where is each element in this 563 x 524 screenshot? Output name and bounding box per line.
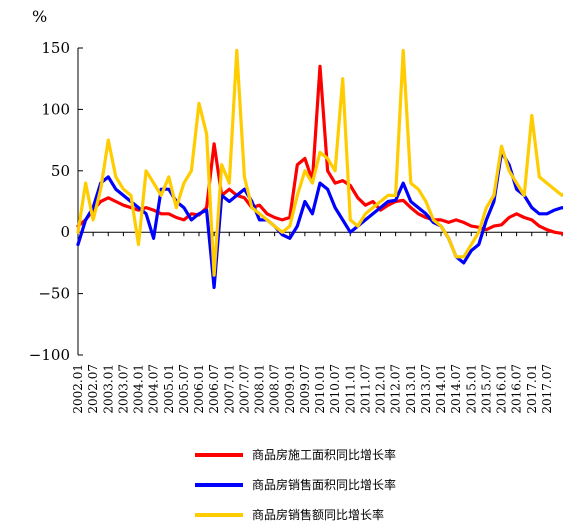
- x-tick-label: 2005.01: [162, 364, 176, 414]
- series-layer: [76, 48, 563, 290]
- y-tick-label: −100: [29, 346, 70, 364]
- x-tick-label: 2015.01: [464, 364, 478, 414]
- y-axis: 150 100 50 0 −50 −100: [29, 39, 83, 364]
- legend-label-2: 商品房销售面积同比增长率: [252, 477, 396, 492]
- x-tick-label: 2002.07: [86, 364, 100, 414]
- x-tick-label: 2011.01: [343, 364, 357, 414]
- legend-label-3: 商品房销售额同比增长率: [252, 507, 384, 522]
- y-tick-label: −50: [38, 285, 70, 303]
- x-tick-label: 2012.07: [389, 364, 403, 414]
- x-tick-label: 2009.07: [298, 364, 312, 414]
- x-tick-label: 2016.01: [495, 364, 509, 414]
- x-tick-label: 2007.07: [237, 364, 251, 414]
- x-tick-label: 2008.07: [268, 364, 282, 414]
- y-tick-label: 50: [51, 162, 70, 180]
- x-tick-label: 2013.01: [404, 364, 418, 414]
- x-tick-label: 2003.01: [101, 364, 115, 414]
- series-line-1: [76, 64, 563, 236]
- x-tick-label: 2002.01: [71, 364, 85, 414]
- x-tick-label: 2008.01: [253, 364, 267, 414]
- x-tick-label: 2017.07: [540, 364, 554, 414]
- y-unit-label: %: [32, 7, 47, 26]
- x-tick-label: 2005.07: [177, 364, 191, 414]
- x-tick-label: 2003.07: [116, 364, 130, 414]
- x-tick-label: 2007.01: [222, 364, 236, 414]
- x-tick-label: 2010.01: [313, 364, 327, 414]
- series-line-3: [76, 48, 563, 277]
- x-tick-label: 2016.07: [510, 364, 524, 414]
- series-line-2: [76, 150, 563, 290]
- x-axis: 2002.01 2002.07 2003.01 2003.07 2004.01 2004.…: [71, 231, 563, 414]
- x-tick-label: 2012.01: [374, 364, 388, 414]
- x-tick-label: 2009.01: [283, 364, 297, 414]
- x-tick-label: 2015.07: [479, 364, 493, 414]
- y-tick-label: 0: [60, 223, 70, 241]
- x-tick-label: 2010.07: [328, 364, 342, 414]
- x-tick-label: 2004.01: [132, 364, 146, 414]
- x-tick-label: 2011.07: [358, 364, 372, 414]
- x-tick-label: 2006.01: [192, 364, 206, 414]
- y-tick-label: 100: [41, 100, 70, 118]
- x-tick-label: 2014.01: [434, 364, 448, 414]
- y-tick-label: 150: [41, 39, 70, 57]
- x-tick-label: 2017.01: [525, 364, 539, 414]
- x-tick-label: 2006.07: [207, 364, 221, 414]
- x-tick-label: 2004.07: [147, 364, 161, 414]
- x-tick-label: 2014.07: [449, 364, 463, 414]
- x-tick-label: 2013.07: [419, 364, 433, 414]
- legend-label-1: 商品房施工面积同比增长率: [252, 447, 396, 462]
